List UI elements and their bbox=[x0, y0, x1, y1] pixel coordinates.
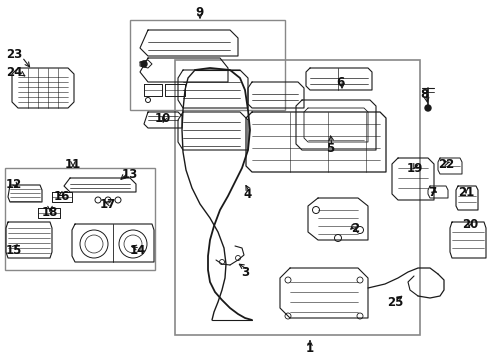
Text: 13: 13 bbox=[122, 168, 138, 181]
Text: 19: 19 bbox=[406, 162, 422, 175]
Text: 18: 18 bbox=[42, 207, 58, 220]
Text: 3: 3 bbox=[241, 266, 248, 279]
Text: 16: 16 bbox=[54, 189, 70, 202]
Text: 15: 15 bbox=[6, 243, 22, 256]
Text: 22: 22 bbox=[437, 158, 453, 171]
Circle shape bbox=[424, 105, 430, 111]
Text: 20: 20 bbox=[461, 219, 477, 231]
Text: 5: 5 bbox=[325, 141, 333, 154]
Text: 12: 12 bbox=[6, 179, 22, 192]
Text: 4: 4 bbox=[244, 189, 252, 202]
Bar bbox=[175, 60, 419, 335]
Text: 11: 11 bbox=[65, 158, 81, 171]
Text: 21: 21 bbox=[457, 185, 473, 198]
Bar bbox=[130, 20, 285, 110]
Circle shape bbox=[141, 61, 147, 67]
Text: 9: 9 bbox=[196, 5, 203, 18]
Text: 6: 6 bbox=[335, 76, 344, 89]
Text: 23: 23 bbox=[6, 49, 22, 62]
Text: 1: 1 bbox=[305, 342, 313, 355]
Bar bbox=[5, 168, 155, 270]
Text: 24: 24 bbox=[6, 66, 22, 78]
Text: 17: 17 bbox=[100, 198, 116, 211]
Text: 10: 10 bbox=[155, 112, 171, 125]
Text: 2: 2 bbox=[350, 221, 358, 234]
Text: 14: 14 bbox=[129, 243, 146, 256]
Text: 8: 8 bbox=[419, 89, 427, 102]
Text: 25: 25 bbox=[386, 297, 403, 310]
Text: 7: 7 bbox=[427, 185, 435, 198]
